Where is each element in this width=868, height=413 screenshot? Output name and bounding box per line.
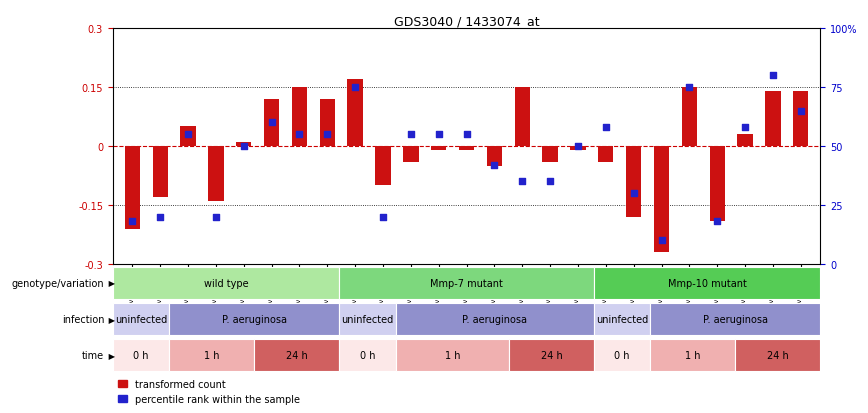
Point bbox=[125, 218, 139, 225]
Point bbox=[571, 143, 585, 150]
Bar bbox=[339, 268, 594, 299]
Bar bbox=[347, 80, 363, 147]
Point bbox=[460, 131, 474, 138]
Point bbox=[710, 218, 724, 225]
Bar bbox=[113, 339, 169, 371]
Bar bbox=[793, 92, 808, 147]
Bar bbox=[254, 339, 339, 371]
Bar bbox=[113, 268, 339, 299]
Point bbox=[627, 190, 641, 197]
Text: wild type: wild type bbox=[204, 278, 248, 288]
Bar bbox=[339, 339, 396, 371]
Point bbox=[599, 124, 613, 131]
Text: P. aeruginosa: P. aeruginosa bbox=[222, 314, 286, 324]
Text: uninfected: uninfected bbox=[596, 314, 648, 324]
Point bbox=[431, 131, 445, 138]
Bar bbox=[626, 147, 641, 217]
Text: uninfected: uninfected bbox=[341, 314, 393, 324]
Text: ▶: ▶ bbox=[106, 315, 115, 324]
Bar bbox=[650, 304, 820, 335]
Bar bbox=[515, 88, 529, 147]
Text: 24 h: 24 h bbox=[767, 350, 789, 360]
Point bbox=[543, 178, 557, 185]
Title: GDS3040 / 1433074_at: GDS3040 / 1433074_at bbox=[394, 15, 539, 28]
Point bbox=[516, 178, 529, 185]
Bar bbox=[375, 147, 391, 186]
Bar bbox=[766, 92, 780, 147]
Bar bbox=[264, 100, 279, 147]
Text: 0 h: 0 h bbox=[615, 350, 630, 360]
Bar bbox=[292, 88, 307, 147]
Bar bbox=[208, 147, 224, 202]
Bar bbox=[738, 135, 753, 147]
Point bbox=[320, 131, 334, 138]
Bar bbox=[404, 147, 418, 162]
Text: 0 h: 0 h bbox=[134, 350, 149, 360]
Bar bbox=[650, 339, 735, 371]
Point bbox=[682, 84, 696, 91]
Text: time: time bbox=[82, 350, 104, 360]
Bar bbox=[709, 147, 725, 221]
Legend: transformed count, percentile rank within the sample: transformed count, percentile rank withi… bbox=[118, 379, 300, 404]
Text: 24 h: 24 h bbox=[286, 350, 307, 360]
Text: ▶: ▶ bbox=[106, 279, 115, 288]
Text: P. aeruginosa: P. aeruginosa bbox=[703, 314, 768, 324]
Bar bbox=[594, 339, 650, 371]
Text: 1 h: 1 h bbox=[204, 350, 220, 360]
Text: 0 h: 0 h bbox=[359, 350, 375, 360]
Bar bbox=[431, 147, 446, 150]
Text: Mmp-10 mutant: Mmp-10 mutant bbox=[667, 278, 746, 288]
Point bbox=[488, 162, 502, 169]
Bar bbox=[487, 147, 502, 166]
Text: infection: infection bbox=[62, 314, 104, 324]
Bar bbox=[542, 147, 558, 162]
Text: 1 h: 1 h bbox=[685, 350, 700, 360]
Point bbox=[348, 84, 362, 91]
Bar bbox=[681, 88, 697, 147]
Bar bbox=[236, 143, 252, 147]
Text: genotype/variation: genotype/variation bbox=[11, 278, 104, 288]
Point bbox=[738, 124, 752, 131]
Bar bbox=[169, 304, 339, 335]
Bar bbox=[654, 147, 669, 253]
Bar bbox=[181, 127, 195, 147]
Point bbox=[154, 214, 168, 221]
Text: P. aeruginosa: P. aeruginosa bbox=[463, 314, 528, 324]
Bar bbox=[594, 268, 820, 299]
Point bbox=[766, 73, 779, 79]
Bar bbox=[153, 147, 168, 198]
Bar bbox=[509, 339, 594, 371]
Point bbox=[181, 131, 195, 138]
Point bbox=[654, 237, 668, 244]
Bar bbox=[396, 304, 594, 335]
Point bbox=[293, 131, 306, 138]
Point bbox=[404, 131, 418, 138]
Point bbox=[376, 214, 390, 221]
Bar bbox=[396, 339, 509, 371]
Bar bbox=[459, 147, 474, 150]
Bar bbox=[594, 304, 650, 335]
Bar bbox=[319, 100, 335, 147]
Bar bbox=[125, 147, 140, 229]
Bar bbox=[113, 304, 169, 335]
Point bbox=[794, 108, 808, 114]
Text: ▶: ▶ bbox=[106, 351, 115, 360]
Text: 1 h: 1 h bbox=[444, 350, 460, 360]
Text: uninfected: uninfected bbox=[115, 314, 168, 324]
Point bbox=[237, 143, 251, 150]
Text: Mmp-7 mutant: Mmp-7 mutant bbox=[431, 278, 503, 288]
Bar bbox=[735, 339, 820, 371]
Bar bbox=[339, 304, 396, 335]
Point bbox=[209, 214, 223, 221]
Bar bbox=[598, 147, 614, 162]
Bar bbox=[169, 339, 254, 371]
Point bbox=[265, 120, 279, 126]
Text: 24 h: 24 h bbox=[541, 350, 562, 360]
Bar bbox=[570, 147, 586, 150]
